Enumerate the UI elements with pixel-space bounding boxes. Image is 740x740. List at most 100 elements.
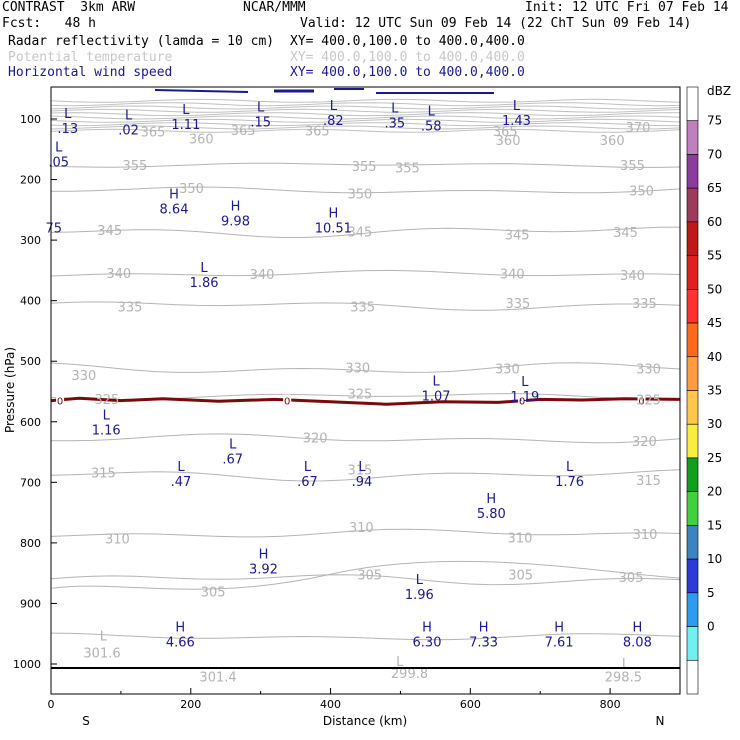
field-wind-xy: XY= 400.0,100.0 to 400.0,400.0 [290, 65, 525, 80]
y-tick-label: 300 [20, 234, 41, 247]
wind-extremum-value: 1.07 [422, 389, 451, 404]
theta-contour [51, 269, 680, 277]
theta-contour [51, 162, 680, 168]
theta-label: 350 [179, 182, 204, 197]
wind-extremum-type: H [554, 620, 564, 635]
wind-extremum-type: L [177, 460, 185, 475]
theta-label: 330 [495, 362, 520, 377]
upper-theta-contour [51, 115, 680, 120]
theta-label: 350 [347, 187, 372, 202]
wind-extremum-type: L [200, 261, 208, 276]
upper-theta-contour [51, 125, 680, 130]
wind-labels: L.13L.02L1.11L.15L.82L.35L.58L1.43L.05H8… [46, 99, 652, 650]
wind-extremum-value: 1.16 [92, 423, 121, 438]
theta-contour [51, 560, 680, 590]
wind-extremum-type: L [391, 101, 399, 116]
theta-label: 301.4 [199, 671, 236, 686]
colorbar-level: 10 [707, 552, 722, 566]
y-tick-label: 900 [20, 597, 41, 610]
theta-label: 315 [91, 467, 116, 482]
y-tick-label: 400 [20, 295, 41, 308]
forecast-hour: Fcst: 48 h [2, 16, 96, 31]
wind-extremum-value: 7.33 [469, 635, 498, 650]
theta-label: 340 [106, 267, 131, 282]
colorbar-swatch [686, 390, 699, 425]
wind-extremum-type: L [416, 573, 424, 588]
field-reflectivity: Radar reflectivity (lamda = 10 cm) [8, 34, 275, 49]
theta-label: 330 [636, 362, 661, 377]
wind-extremum-value: 1.96 [405, 588, 434, 603]
x-tick-label: 0 [48, 698, 55, 711]
colorbar-level: 60 [707, 215, 722, 229]
theta-label: 320 [303, 432, 328, 447]
wind-extremum-type: H [169, 187, 179, 202]
colorbar-level: 25 [707, 451, 722, 465]
init-time: Init: 12 UTC Fri 07 Feb 14 [525, 0, 729, 15]
theta-contour [51, 226, 680, 238]
theta-label: 360 [600, 134, 625, 149]
theta-label: L [100, 630, 108, 645]
freezing-label: 0 [284, 397, 290, 408]
theta-label: 355 [395, 161, 420, 176]
freezing-level-line: 0 0 0 0 [51, 394, 680, 408]
theta-label: L [622, 657, 630, 672]
wind-extremum-value: 1.76 [555, 475, 584, 490]
theta-label: 360 [189, 132, 214, 147]
freezing-label-bg [283, 394, 292, 406]
theta-label: 350 [629, 184, 654, 199]
wind-extremum-value: 3.92 [249, 563, 278, 578]
theta-contour-lines [51, 162, 680, 641]
y-tick-label: 100 [20, 113, 41, 126]
wind-extremum-value: 7.61 [545, 635, 574, 650]
wind-extremum-type: H [632, 620, 642, 635]
theta-label: 305 [508, 568, 533, 583]
upper-theta-contour [51, 112, 680, 117]
theta-contour [51, 469, 680, 482]
wind-extremum-value: 4.66 [166, 635, 195, 650]
theta-label: 355 [620, 159, 645, 174]
upper-theta-contour [51, 102, 680, 107]
wind-extremum-value: .82 [323, 114, 344, 129]
theta-label: 310 [508, 531, 533, 546]
wind-extremum-value: .15 [250, 116, 271, 131]
theta-label: 310 [105, 533, 130, 548]
theta-label: 365 [231, 124, 256, 139]
theta-label: 345 [505, 229, 530, 244]
colorbar-swatch [686, 525, 699, 560]
theta-label: L [396, 655, 404, 670]
wind-extremum-type: L [229, 437, 237, 452]
plot-frame [50, 86, 681, 695]
wind-extremum-type: H [175, 620, 185, 635]
wind-extremum-type: L [521, 375, 529, 390]
x-tick-label: 800 [600, 698, 621, 711]
theta-label: 330 [71, 369, 96, 384]
theta-label: 320 [632, 435, 657, 450]
freezing-label-bg [518, 394, 527, 406]
wind-extremum-value: 1.19 [510, 390, 539, 405]
upper-theta-contour [51, 128, 680, 133]
freezing-label: 0 [519, 397, 525, 408]
theta-label: 335 [505, 297, 530, 312]
valid-time: Valid: 12 UTC Sun 09 Feb 14 (22 ChT Sun … [300, 16, 692, 31]
colorbar-level: 45 [707, 316, 722, 330]
wind-extremum-type: H [231, 199, 241, 214]
wind-extremum-type: L [182, 103, 190, 118]
colorbar-level: 20 [707, 485, 722, 499]
colorbar-swatch [686, 626, 699, 661]
colorbar-swatch [686, 322, 699, 358]
theta-label: 335 [350, 301, 375, 316]
upper-theta-contour [51, 118, 680, 123]
theta-contour [51, 362, 680, 373]
colorbar-swatch [686, 221, 699, 256]
theta-label: 310 [633, 528, 658, 543]
wind-extremum-type: L [513, 99, 521, 114]
model-title: CONTRAST 3km ARW [2, 0, 136, 15]
theta-label: 355 [122, 159, 147, 174]
upper-theta-contour [51, 105, 680, 110]
colorbar-level: 70 [707, 147, 722, 161]
wind-extremum-type: L [428, 104, 436, 119]
wind-extremum-type: L [257, 101, 265, 116]
colorbar-level: 35 [707, 384, 722, 398]
wind-extremum-value: 8.64 [160, 202, 189, 217]
